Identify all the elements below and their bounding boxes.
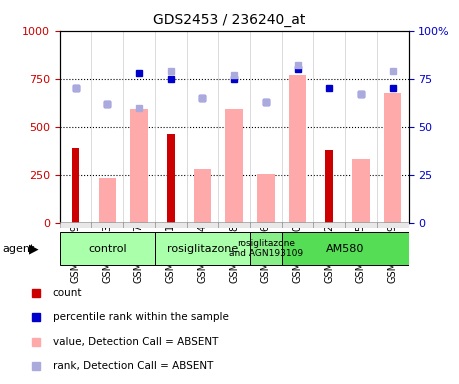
Bar bbox=[194, 169, 211, 223]
Text: percentile rank within the sample: percentile rank within the sample bbox=[52, 312, 229, 322]
Bar bbox=[289, 75, 306, 223]
Text: control: control bbox=[88, 243, 127, 254]
FancyBboxPatch shape bbox=[282, 232, 409, 265]
Bar bbox=[352, 159, 369, 223]
FancyBboxPatch shape bbox=[313, 222, 345, 228]
FancyBboxPatch shape bbox=[250, 232, 282, 265]
Text: agent: agent bbox=[2, 244, 35, 254]
FancyBboxPatch shape bbox=[345, 222, 377, 228]
FancyBboxPatch shape bbox=[186, 222, 218, 228]
Bar bbox=[72, 148, 79, 223]
Text: rosiglitazone
and AGN193109: rosiglitazone and AGN193109 bbox=[229, 239, 303, 258]
Bar bbox=[257, 174, 274, 223]
Bar bbox=[167, 134, 174, 223]
FancyBboxPatch shape bbox=[91, 222, 123, 228]
FancyBboxPatch shape bbox=[60, 222, 91, 228]
Text: value, Detection Call = ABSENT: value, Detection Call = ABSENT bbox=[52, 337, 218, 347]
FancyBboxPatch shape bbox=[155, 232, 250, 265]
Text: count: count bbox=[52, 288, 82, 298]
Bar bbox=[225, 109, 243, 223]
Bar bbox=[99, 177, 116, 223]
Text: ▶: ▶ bbox=[29, 242, 39, 255]
Text: rank, Detection Call = ABSENT: rank, Detection Call = ABSENT bbox=[52, 361, 213, 371]
FancyBboxPatch shape bbox=[155, 222, 186, 228]
FancyBboxPatch shape bbox=[250, 222, 282, 228]
Bar bbox=[130, 109, 148, 223]
FancyBboxPatch shape bbox=[282, 222, 313, 228]
Text: AM580: AM580 bbox=[326, 243, 364, 254]
FancyBboxPatch shape bbox=[123, 222, 155, 228]
Bar bbox=[325, 150, 333, 223]
FancyBboxPatch shape bbox=[60, 232, 155, 265]
Text: GDS2453 / 236240_at: GDS2453 / 236240_at bbox=[153, 13, 306, 27]
FancyBboxPatch shape bbox=[218, 222, 250, 228]
Bar bbox=[384, 93, 401, 223]
Text: rosiglitazone: rosiglitazone bbox=[167, 243, 238, 254]
FancyBboxPatch shape bbox=[377, 222, 409, 228]
